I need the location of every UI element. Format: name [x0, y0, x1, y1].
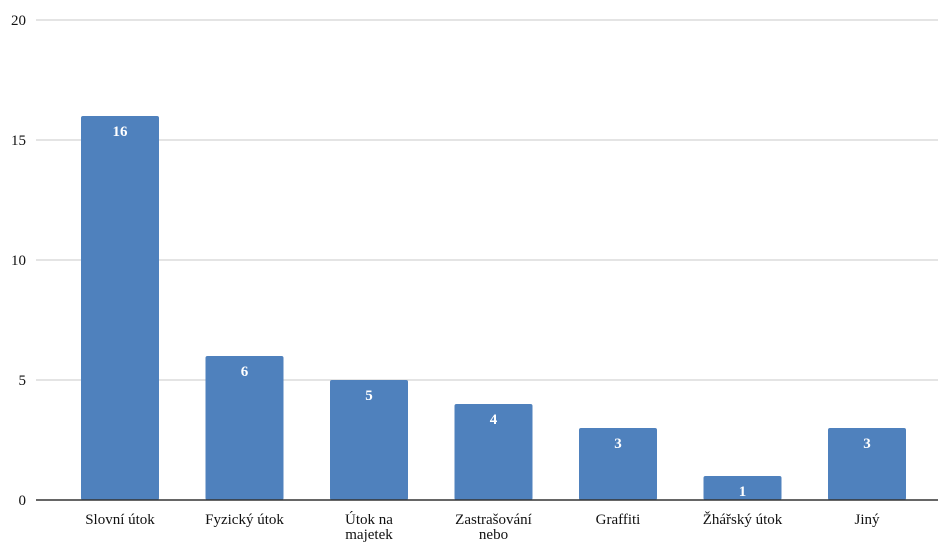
x-category-label: Žhářský útok [703, 511, 783, 528]
bar [454, 404, 533, 500]
x-category-label: Slovní útok [85, 512, 155, 528]
y-tick-label: 20 [11, 13, 26, 29]
data-label: 16 [113, 124, 129, 140]
x-category-label: Graffiti [596, 512, 641, 528]
x-category-label: Fyzický útok [205, 512, 284, 528]
gridlines [36, 19, 938, 381]
x-category-label: Zastrašování nebo [455, 512, 532, 543]
x-category-label: Útok na majetek [345, 511, 393, 543]
bar [579, 428, 657, 500]
x-category-label: Jiný [854, 512, 880, 528]
y-tick-label: 15 [11, 133, 26, 149]
data-labels: 16 6 5 4 3 1 3 [113, 124, 871, 500]
bar [703, 476, 782, 500]
data-label: 5 [365, 388, 373, 404]
bar [81, 116, 159, 500]
y-tick-label: 0 [19, 493, 27, 509]
data-label: 6 [241, 364, 249, 380]
bars [81, 116, 906, 500]
x-axis-category-labels: Slovní útok Fyzický útok Útok na majetek Zas… [85, 511, 880, 543]
data-label: 3 [614, 436, 622, 452]
y-axis-tick-labels: 0 5 10 15 20 [11, 13, 26, 509]
bar [205, 356, 284, 500]
data-label: 4 [490, 412, 498, 428]
y-tick-label: 10 [11, 253, 26, 269]
bar [828, 428, 906, 500]
bar [330, 380, 408, 500]
y-tick-label: 5 [19, 373, 27, 389]
data-label: 3 [863, 436, 871, 452]
data-label: 1 [739, 484, 747, 500]
